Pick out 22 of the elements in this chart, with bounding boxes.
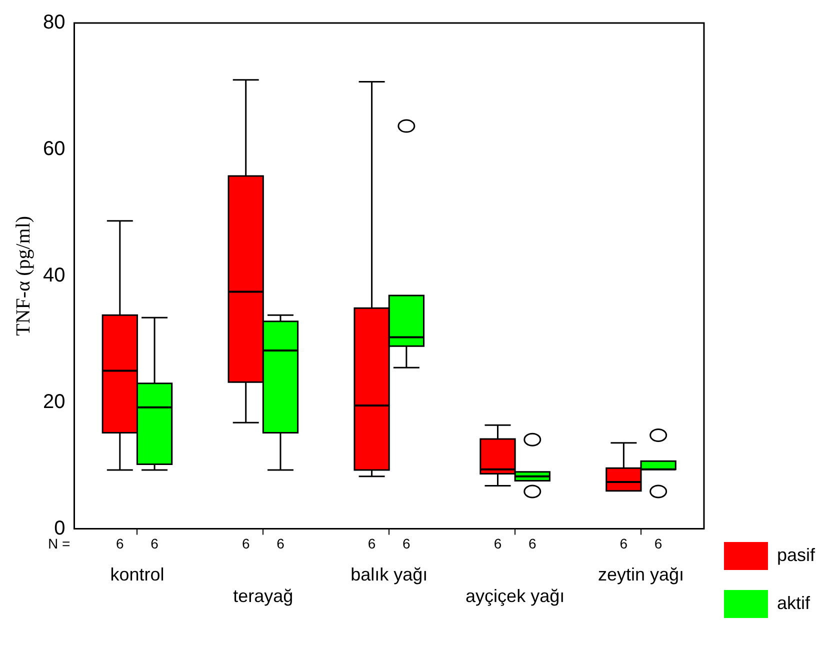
text: 6 <box>242 536 250 552</box>
text: 6 <box>116 536 124 552</box>
x-tick-label: kontrol <box>110 564 164 585</box>
text: 6 <box>150 536 159 552</box>
text: 6 <box>276 536 285 552</box>
y-tick-label: 20 <box>42 390 66 413</box>
legend-label: aktif <box>776 592 811 613</box>
text: 6 <box>494 536 502 552</box>
legend-label: pasif <box>776 544 816 565</box>
y-axis-title: TNF-α (pg/ml) <box>12 216 34 336</box>
text: 6 <box>402 536 411 552</box>
x-tick-label: terayağ <box>233 586 294 606</box>
y-tick-label: 60 <box>42 138 66 160</box>
x-tick-label: zeytin yağı <box>598 564 684 585</box>
y-tick-label: 80 <box>42 12 66 34</box>
x-tick-label: balık yağı <box>350 564 428 585</box>
text: 6 <box>368 536 376 552</box>
text: 6 <box>654 536 662 552</box>
y-tick-label: 40 <box>42 264 66 286</box>
text: 6 <box>620 536 628 552</box>
text: 6 <box>528 536 536 552</box>
x-tick-label: ayçiçek yağı <box>466 586 565 606</box>
